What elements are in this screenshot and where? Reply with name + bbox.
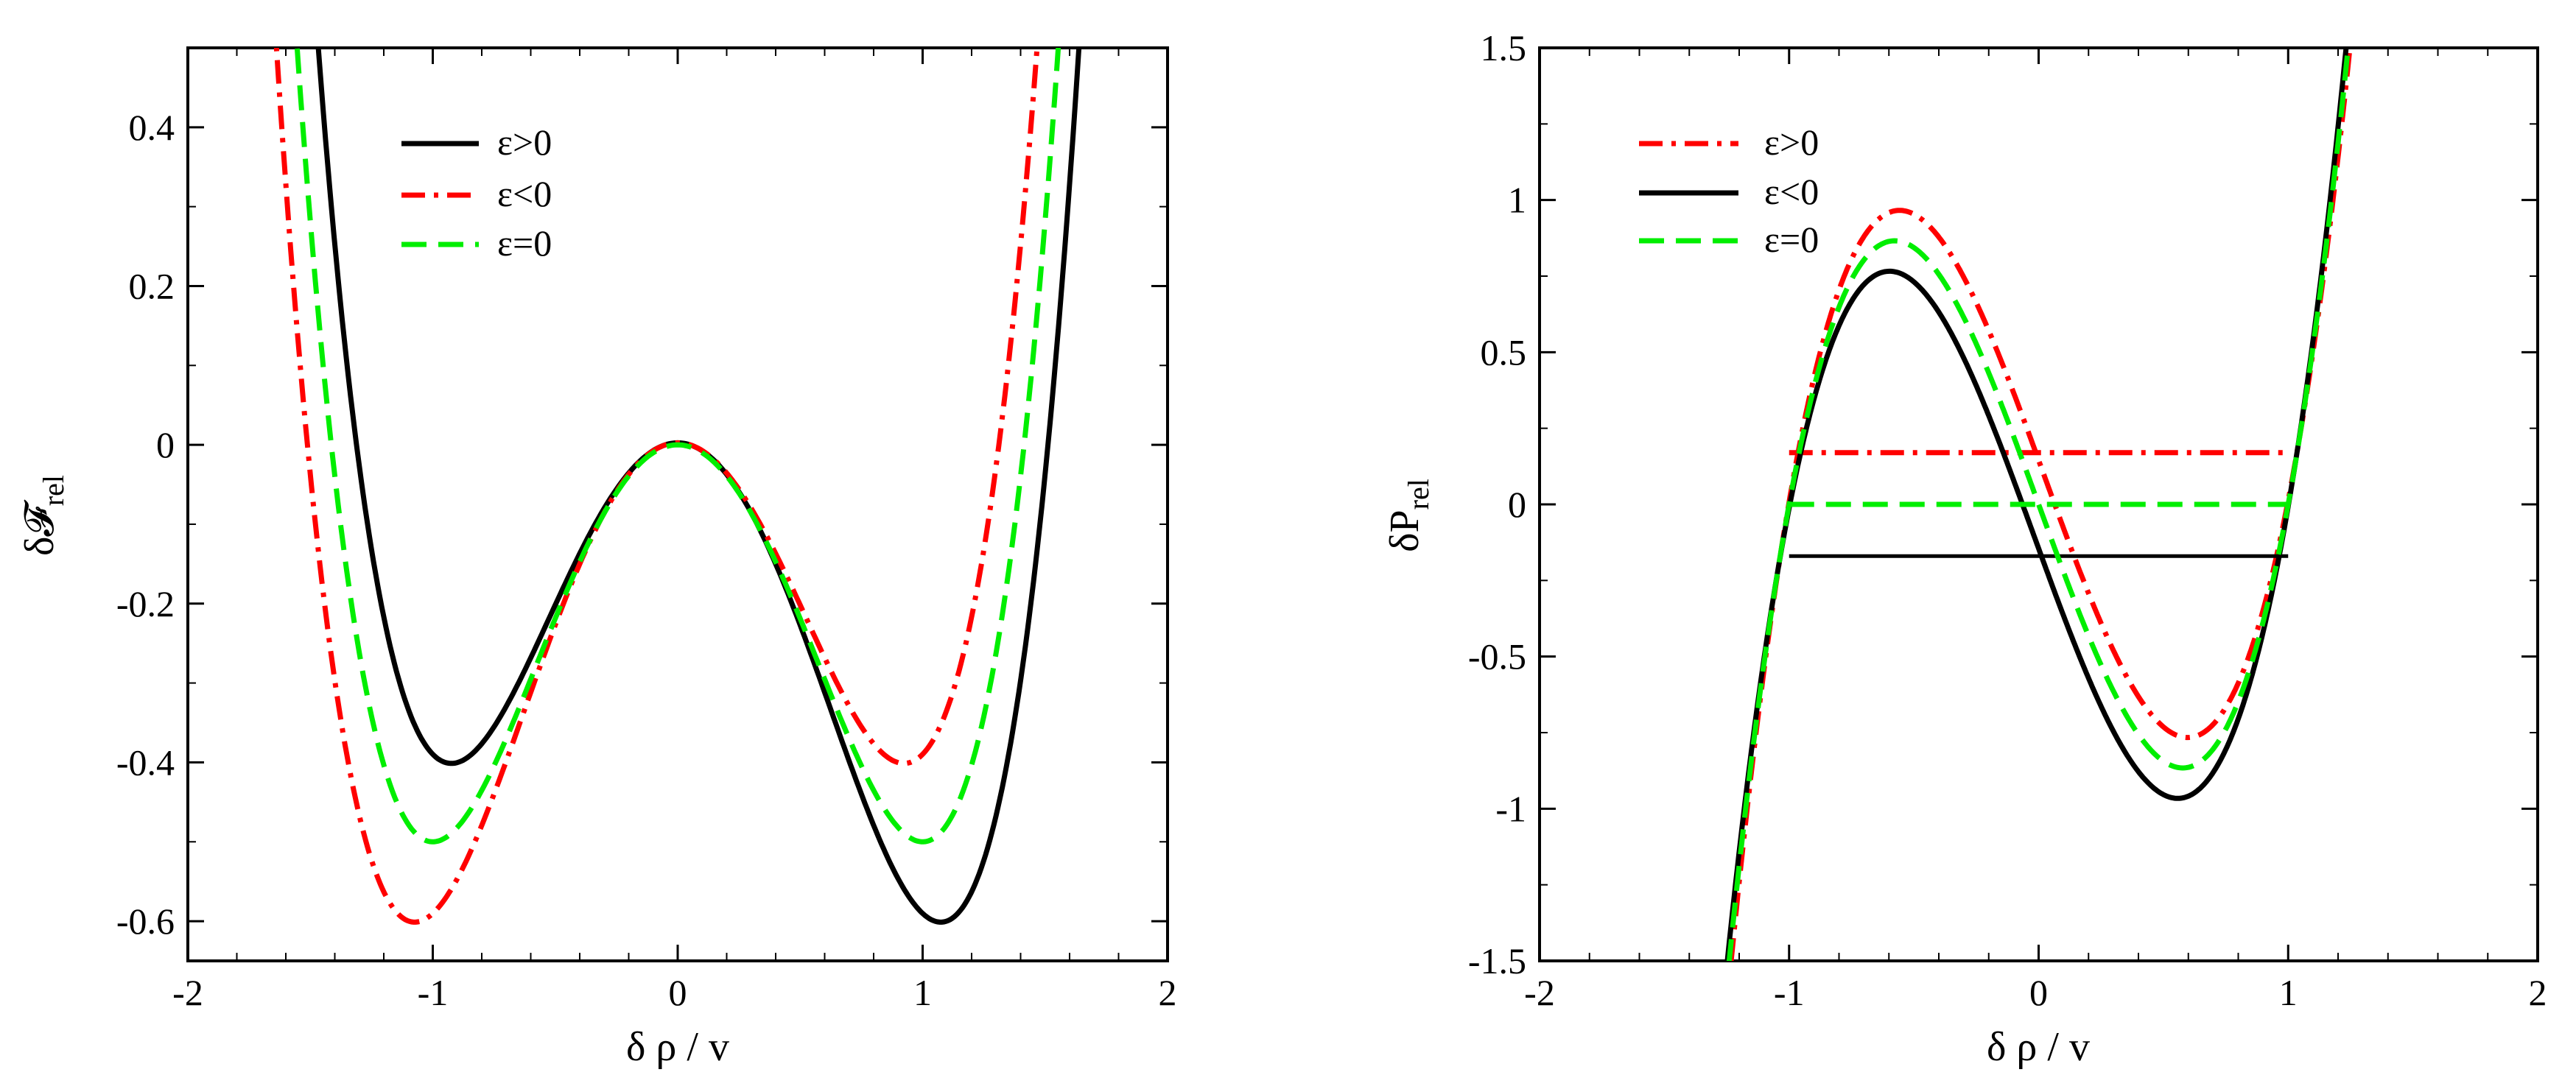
- y-tick-label: -1: [1495, 788, 1526, 829]
- y-tick-label: 0: [156, 424, 175, 465]
- legend-label-eps-zero: ε=0: [1764, 219, 1819, 260]
- right-y-axis-title-sub: rel: [1402, 479, 1435, 510]
- left-chart: -2 -1 0 1 2 -0.6 -0.4 -0.2 0 0.2 0.4 ε>0 ε<0 ε=0 δ…: [17, 46, 1177, 1070]
- legend-label-eps-neg: ε<0: [497, 173, 552, 214]
- x-tick-label: -2: [172, 972, 203, 1013]
- left-plot-frame: [186, 46, 1169, 962]
- right-plot-frame: [1538, 46, 2539, 962]
- x-tick-label: 2: [2529, 972, 2547, 1013]
- y-tick-label: -0.5: [1468, 636, 1526, 677]
- x-tick-label: 1: [913, 972, 932, 1013]
- right-ticks: -2 -1 0 1 2 -1.5 -1 -0.5 0 0.5 1 1.5: [1468, 27, 2547, 1013]
- left-y-axis-title: δ𝓕rel: [17, 475, 70, 556]
- y-tick-label: -1.5: [1468, 940, 1526, 981]
- legend-label-eps-zero: ε=0: [497, 222, 552, 264]
- legend-label-eps-pos: ε>0: [1764, 121, 1819, 163]
- x-tick-label: -1: [418, 972, 449, 1013]
- y-tick-label: -0.2: [116, 583, 175, 624]
- y-tick-label: 1: [1508, 180, 1526, 221]
- legend-label-eps-neg: ε<0: [1764, 171, 1819, 212]
- legend-label-eps-pos: ε>0: [497, 121, 552, 163]
- y-tick-label: 0.4: [129, 107, 175, 148]
- left-legend: ε>0 ε<0 ε=0: [401, 121, 552, 264]
- right-series-line: [1724, 48, 2349, 961]
- left-y-axis-title-sub: rel: [37, 475, 70, 506]
- left-series-line: [273, 48, 1040, 925]
- right-y-axis-title: δPrel: [1382, 479, 1435, 552]
- right-curves: [1724, 48, 2353, 961]
- x-tick-label: -1: [1774, 972, 1805, 1013]
- right-series-line: [1728, 48, 2353, 961]
- left-y-axis-title-main: δ𝓕: [17, 499, 63, 556]
- right-chart: -2 -1 0 1 2 -1.5 -1 -0.5 0 0.5 1 1.5 ε>0 ε<0 ε=0 δ …: [1382, 27, 2547, 1070]
- left-x-axis-title: δ ρ / v: [626, 1024, 729, 1070]
- left-series-line: [294, 48, 1061, 845]
- right-x-axis-title: δ ρ / v: [1987, 1024, 2090, 1070]
- y-tick-label: -0.6: [116, 901, 175, 942]
- y-tick-label: 0: [1508, 484, 1526, 525]
- y-tick-label: 1.5: [1481, 27, 1527, 68]
- x-tick-label: 2: [1159, 972, 1177, 1013]
- x-tick-label: 0: [669, 972, 687, 1013]
- y-tick-label: 0.2: [129, 265, 175, 306]
- left-curves: [273, 48, 1082, 925]
- x-tick-label: 0: [2029, 972, 2048, 1013]
- x-tick-label: 1: [2279, 972, 2298, 1013]
- right-legend: ε>0 ε<0 ε=0: [1639, 121, 1819, 260]
- left-ticks: -2 -1 0 1 2 -0.6 -0.4 -0.2 0 0.2 0.4: [116, 48, 1177, 1013]
- right-y-axis-title-main: δP: [1382, 510, 1428, 552]
- x-tick-label: -2: [1524, 972, 1555, 1013]
- right-series-line: [1726, 48, 2351, 961]
- y-tick-label: 0.5: [1481, 331, 1527, 373]
- y-tick-label: -0.4: [116, 741, 175, 783]
- left-series-line: [315, 48, 1082, 925]
